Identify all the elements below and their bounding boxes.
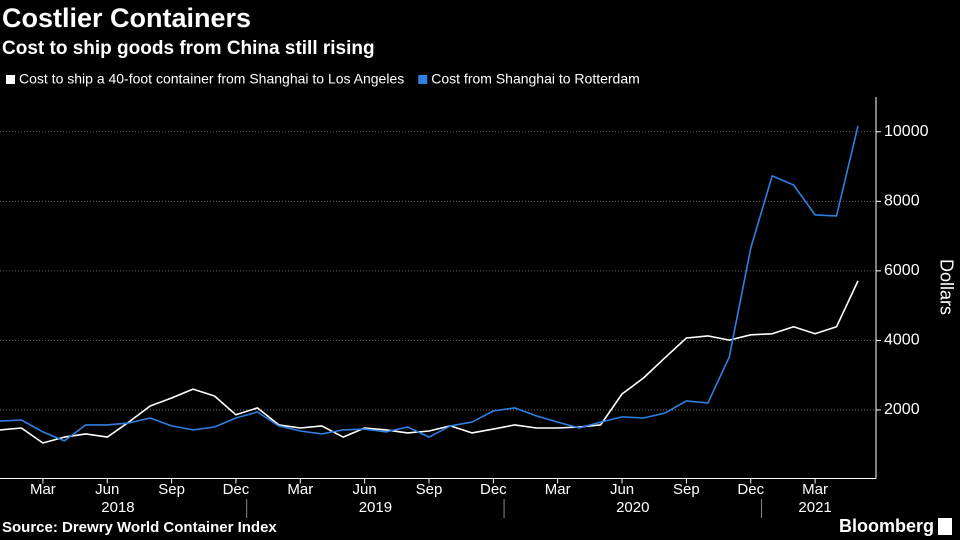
x-tick-label: Dec	[737, 481, 764, 498]
chart-title: Costlier Containers	[2, 3, 251, 33]
y-tick-label: 4000	[884, 332, 920, 349]
series-line	[0, 280, 859, 444]
brand: Bloomberg	[839, 516, 934, 536]
source: Source: Drewry World Container Index	[2, 519, 277, 536]
x-tick-label: Sep	[673, 481, 700, 498]
year-label: 2020	[616, 499, 649, 516]
year-label: 2018	[101, 499, 134, 516]
legend-swatch	[6, 75, 15, 84]
year-label: 2019	[359, 499, 392, 516]
x-tick-label: Sep	[416, 481, 443, 498]
legend-label: Cost from Shanghai to Rotterdam	[431, 71, 640, 87]
year-label: 2021	[798, 499, 831, 516]
x-tick-label: Sep	[158, 481, 185, 498]
y-tick-label: 8000	[884, 193, 920, 210]
x-tick-label: Dec	[223, 481, 250, 498]
x-tick-label: Mar	[30, 481, 56, 498]
x-tick-label: Mar	[287, 481, 313, 498]
x-tick-label: Mar	[545, 481, 571, 498]
y-axis-label: Dollars	[936, 259, 956, 315]
x-tick-label: Jun	[610, 481, 634, 498]
y-tick-label: 6000	[884, 262, 920, 279]
legend-swatch	[418, 75, 428, 84]
series-line	[0, 125, 859, 442]
x-tick-label: Jun	[353, 481, 377, 498]
brand-icon	[938, 518, 952, 535]
legend-label: Cost to ship a 40-foot container from Sh…	[19, 71, 404, 87]
y-tick-label: 10000	[884, 123, 929, 140]
x-tick-label: Dec	[480, 481, 507, 498]
chart-subtitle: Cost to ship goods from China still risi…	[2, 38, 375, 59]
y-tick-label: 2000	[884, 401, 920, 418]
x-tick-label: Jun	[95, 481, 119, 498]
x-tick-label: Mar	[802, 481, 828, 498]
